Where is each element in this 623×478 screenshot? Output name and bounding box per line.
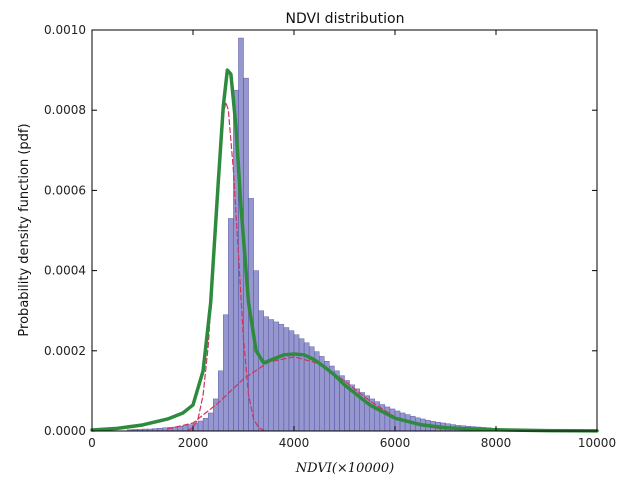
y-tick-label: 0.0010 [44,23,86,37]
y-tick-label: 0.0008 [44,103,86,117]
histogram-bar [268,319,274,432]
histogram-bar [202,417,209,432]
histogram-bar [263,316,269,432]
x-tick-label: 8000 [481,436,512,450]
histogram-bar [278,324,285,432]
histogram [127,37,507,432]
plot-frame [91,29,598,432]
chart-title: NDVI distribution [286,11,405,27]
x-tick-label: 10000 [578,436,616,450]
y-axis-label: Probability density function (pdf) [17,123,32,336]
histogram-bar [293,334,300,432]
histogram-bar [223,314,229,432]
histogram-bar [228,218,234,432]
x-tick-label: 0 [88,436,96,450]
y-tick-label: 0.0000 [44,424,86,438]
histogram-bar [298,338,305,432]
y-tick-label: 0.0002 [44,344,86,358]
axes: 0 2000 4000 6000 8000 10000 0.0000 0.0002 0.0004… [44,23,616,450]
histogram-bar [197,420,204,432]
mixture-curve-layer [90,68,599,433]
x-tick-label: 2000 [178,436,209,450]
histogram-bar [288,330,295,432]
histogram-bar [389,408,396,432]
y-tick-label: 0.0004 [44,264,86,278]
histogram-bar [258,310,264,432]
histogram-bar [207,412,214,432]
x-axis-label: NDVI(×10000) [295,461,394,476]
histogram-bar [273,321,280,432]
x-tick-label: 6000 [380,436,411,450]
mixture-curve [90,68,599,433]
component-peak-curve [187,101,265,431]
y-tick-label: 0.0006 [44,183,86,197]
histogram-bar [283,327,290,432]
x-tick-label: 4000 [279,436,310,450]
histogram-bar [182,425,189,432]
